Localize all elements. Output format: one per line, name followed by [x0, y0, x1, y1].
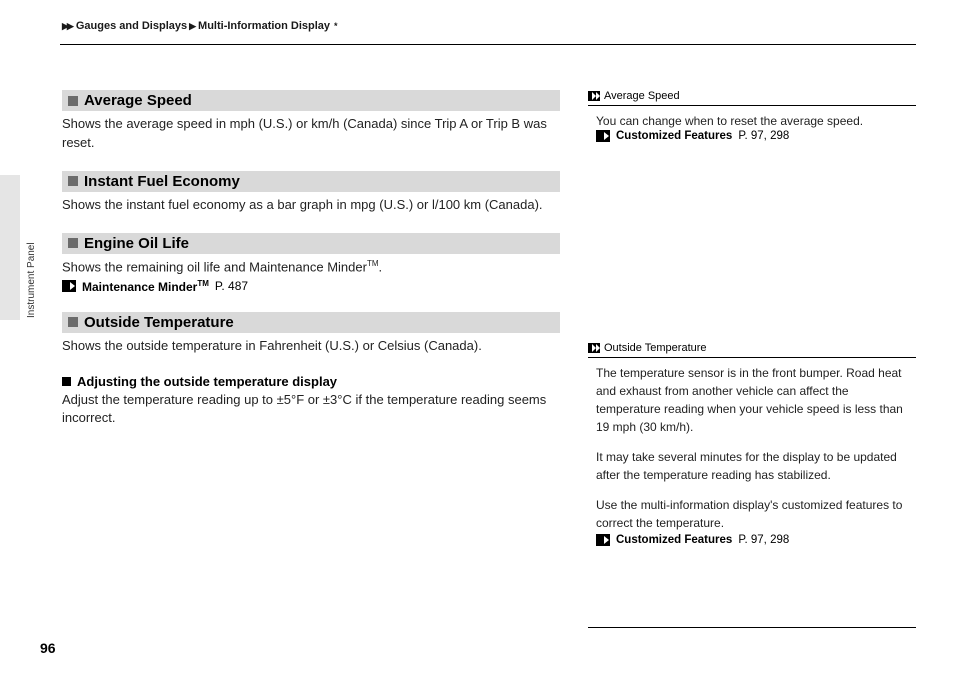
- sidebar-paragraph: Use the multi-information display's cust…: [596, 496, 908, 532]
- square-bullet-icon: [68, 238, 78, 248]
- page-number: 96: [40, 640, 56, 656]
- breadcrumb-arrow-icon: ▶: [189, 21, 194, 32]
- section-title: Average Speed: [84, 92, 192, 109]
- xref-arrow-icon: [596, 130, 610, 142]
- xref-page: P. 97, 298: [738, 534, 789, 546]
- xref-arrow-icon: [62, 280, 76, 292]
- sidebar-body: You can change when to reset the average…: [588, 112, 916, 130]
- section-heading-outside-temp: Outside Temperature: [62, 312, 560, 333]
- square-bullet-icon: [68, 317, 78, 327]
- section-body: Shows the instant fuel economy as a bar …: [62, 196, 560, 215]
- breadcrumb-level2: Multi-Information Display: [198, 20, 330, 32]
- square-solid-icon: [62, 377, 71, 386]
- sub-body: Adjust the temperature reading up to ±5°…: [62, 391, 560, 429]
- top-divider: [60, 44, 916, 45]
- tm-mark: TM: [197, 279, 209, 288]
- asterisk-icon: *: [334, 21, 338, 31]
- sidebar-block-average-speed: Average Speed You can change when to res…: [588, 90, 916, 142]
- section-body: Shows the average speed in mph (U.S.) or…: [62, 115, 560, 153]
- sidebar-title: Average Speed: [604, 90, 680, 102]
- cross-reference: Maintenance MinderTM P. 487: [62, 279, 560, 294]
- sidebar-block-outside-temp: Outside Temperature The temperature sens…: [588, 342, 916, 546]
- sidebar-double-arrow-icon: [588, 343, 600, 353]
- section-title: Instant Fuel Economy: [84, 173, 240, 190]
- tm-mark: TM: [367, 259, 379, 268]
- main-column: Average Speed Shows the average speed in…: [62, 90, 560, 446]
- sidebar-body: The temperature sensor is in the front b…: [588, 364, 916, 532]
- xref-label: Customized Features: [616, 534, 732, 546]
- section-title: Outside Temperature: [84, 314, 234, 331]
- breadcrumb-arrow-icon: ▶▶: [62, 21, 72, 32]
- bottom-divider: [588, 627, 916, 628]
- section-body: Shows the outside temperature in Fahrenh…: [62, 337, 560, 356]
- xref-label-text: Maintenance Minder: [82, 280, 197, 294]
- section-heading-average-speed: Average Speed: [62, 90, 560, 111]
- section-title: Engine Oil Life: [84, 235, 189, 252]
- section-heading-engine-oil: Engine Oil Life: [62, 233, 560, 254]
- breadcrumb: ▶▶ Gauges and Displays ▶ Multi-Informati…: [62, 20, 338, 32]
- sidebar-title: Outside Temperature: [604, 342, 707, 354]
- sidebar-cross-reference: Customized Features P. 97, 298: [588, 130, 916, 142]
- xref-label: Customized Features: [616, 130, 732, 142]
- square-bullet-icon: [68, 96, 78, 106]
- sidebar-heading: Outside Temperature: [588, 342, 916, 358]
- sidebar-paragraph: It may take several minutes for the disp…: [596, 448, 908, 484]
- xref-label: Maintenance MinderTM: [82, 279, 209, 294]
- square-bullet-icon: [68, 176, 78, 186]
- sidebar-cross-reference: Customized Features P. 97, 298: [588, 534, 916, 546]
- side-tab-label: Instrument Panel: [26, 242, 37, 318]
- sidebar-column: Average Speed You can change when to res…: [588, 90, 916, 558]
- sub-heading-adjusting: Adjusting the outside temperature displa…: [62, 374, 560, 389]
- sidebar-double-arrow-icon: [588, 91, 600, 101]
- section-heading-instant-fuel: Instant Fuel Economy: [62, 171, 560, 192]
- sidebar-text: You can change when to reset the average…: [596, 112, 908, 130]
- sidebar-paragraph: The temperature sensor is in the front b…: [596, 364, 908, 436]
- sidebar-heading: Average Speed: [588, 90, 916, 106]
- breadcrumb-level1: Gauges and Displays: [76, 20, 187, 32]
- xref-page: P. 97, 298: [738, 130, 789, 142]
- section-body: Shows the remaining oil life and Mainten…: [62, 258, 560, 277]
- body-text-span: Shows the remaining oil life and Mainten…: [62, 259, 367, 274]
- xref-page: P. 487: [215, 279, 248, 293]
- side-tab: [0, 175, 20, 320]
- xref-arrow-icon: [596, 534, 610, 546]
- sub-title: Adjusting the outside temperature displa…: [77, 374, 337, 389]
